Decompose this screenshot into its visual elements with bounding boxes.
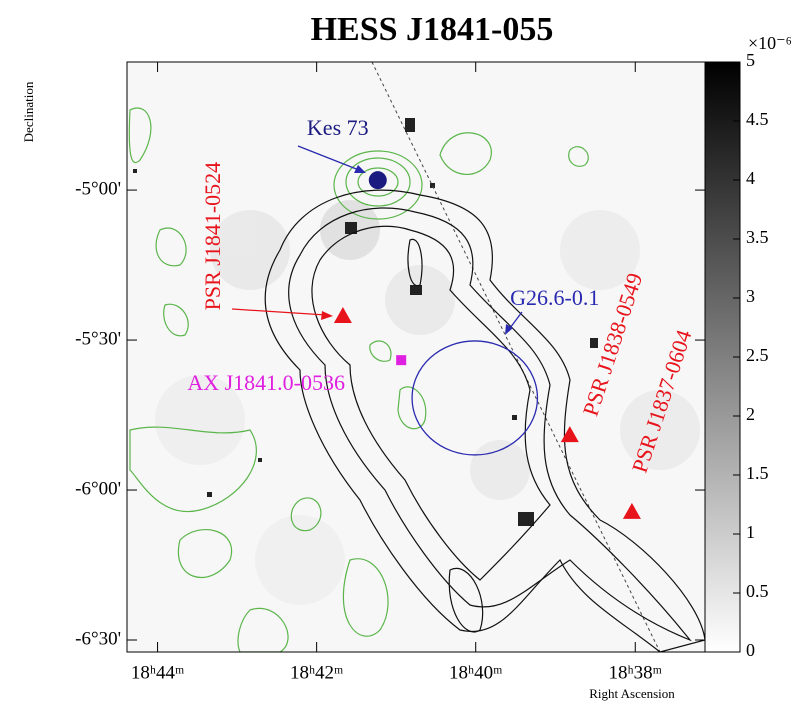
annotation-arrows bbox=[231, 145, 523, 335]
x-tick-label: 18ʰ38ᵐ bbox=[609, 662, 662, 683]
green-contours bbox=[128, 107, 589, 652]
y-tick-label: -5°30' bbox=[75, 328, 121, 349]
y-tick-label: -6°00' bbox=[75, 478, 121, 499]
source-label: AX J1841.0-0536 bbox=[187, 370, 345, 395]
bright-spots bbox=[133, 118, 598, 526]
colorbar-tick-label: 0.5 bbox=[746, 581, 769, 601]
colorbar-tick-label: 0 bbox=[746, 640, 755, 660]
colorbar-tick-label: 3 bbox=[746, 286, 755, 306]
background bbox=[127, 62, 705, 652]
x-tick-label: 18ʰ40ᵐ bbox=[449, 662, 502, 683]
snr-circle bbox=[411, 340, 539, 456]
x-tick-label: 18ʰ42ᵐ bbox=[290, 662, 343, 683]
source-label: Kes 73 bbox=[307, 115, 369, 140]
pulsar-marker bbox=[333, 307, 352, 324]
y-tick-label: -5°00' bbox=[75, 178, 121, 199]
source-marker bbox=[396, 355, 407, 366]
colorbar-tick-label: 3.5 bbox=[746, 227, 769, 247]
y-tick-label: -6°30' bbox=[75, 628, 121, 649]
colorbar-tick-label: 2 bbox=[746, 404, 755, 424]
colorbar-tick-label: 4.5 bbox=[746, 109, 769, 129]
source-label: PSR J1841-0524 bbox=[200, 162, 225, 311]
colorbar-tick-label: 5 bbox=[746, 50, 755, 70]
sky-image bbox=[127, 62, 705, 652]
colorbar-unit: ×10⁻⁶ bbox=[748, 33, 792, 53]
y-axis-label: Declination bbox=[21, 81, 36, 142]
colorbar-tick-label: 2.5 bbox=[746, 345, 769, 365]
source-marker bbox=[368, 171, 387, 190]
pulsar-marker bbox=[560, 426, 579, 443]
pulsar-marker bbox=[622, 502, 641, 519]
colorbar-tick-label: 1 bbox=[746, 522, 755, 542]
x-tick-label: 18ʰ44ᵐ bbox=[131, 662, 184, 683]
x-axis-label: Right Ascension bbox=[589, 686, 675, 701]
colorbar-tick-label: 4 bbox=[746, 168, 755, 188]
chart-title: HESS J1841-055 bbox=[311, 11, 554, 48]
colorbar-tick-label: 1.5 bbox=[746, 463, 769, 483]
source-label: G26.6-0.1 bbox=[510, 285, 599, 310]
